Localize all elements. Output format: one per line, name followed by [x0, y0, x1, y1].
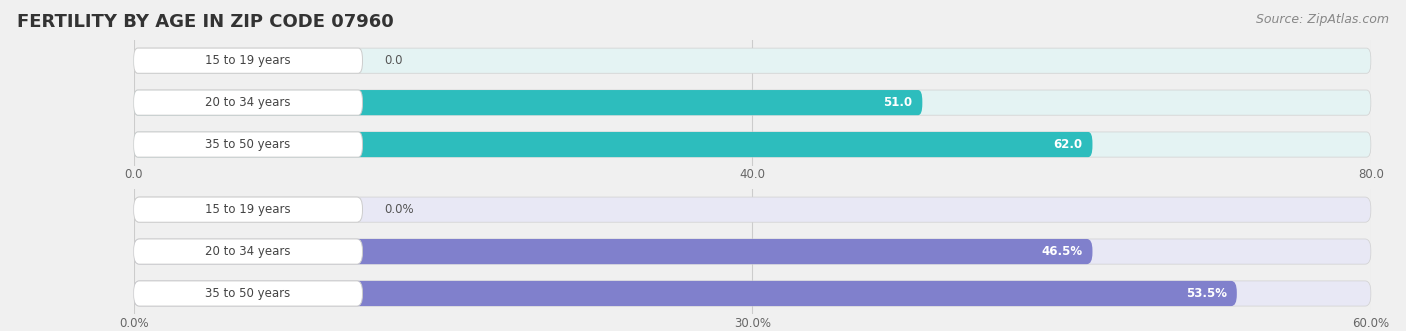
- Text: 20 to 34 years: 20 to 34 years: [205, 245, 291, 258]
- Text: 53.5%: 53.5%: [1185, 287, 1227, 300]
- Text: 0.0: 0.0: [385, 54, 404, 67]
- FancyBboxPatch shape: [134, 132, 1371, 157]
- Text: 35 to 50 years: 35 to 50 years: [205, 138, 291, 151]
- FancyBboxPatch shape: [134, 239, 363, 264]
- FancyBboxPatch shape: [134, 90, 1371, 115]
- FancyBboxPatch shape: [134, 197, 363, 222]
- Text: 15 to 19 years: 15 to 19 years: [205, 203, 291, 216]
- FancyBboxPatch shape: [134, 132, 363, 157]
- Text: 62.0: 62.0: [1053, 138, 1083, 151]
- FancyBboxPatch shape: [134, 281, 363, 306]
- FancyBboxPatch shape: [134, 90, 922, 115]
- Text: 20 to 34 years: 20 to 34 years: [205, 96, 291, 109]
- Text: FERTILITY BY AGE IN ZIP CODE 07960: FERTILITY BY AGE IN ZIP CODE 07960: [17, 13, 394, 31]
- FancyBboxPatch shape: [134, 281, 1371, 306]
- FancyBboxPatch shape: [134, 239, 1092, 264]
- FancyBboxPatch shape: [134, 48, 1371, 73]
- Text: 15 to 19 years: 15 to 19 years: [205, 54, 291, 67]
- Text: 35 to 50 years: 35 to 50 years: [205, 287, 291, 300]
- FancyBboxPatch shape: [134, 281, 1237, 306]
- FancyBboxPatch shape: [134, 90, 363, 115]
- Text: 0.0%: 0.0%: [385, 203, 415, 216]
- FancyBboxPatch shape: [134, 239, 1371, 264]
- FancyBboxPatch shape: [134, 197, 1371, 222]
- Text: Source: ZipAtlas.com: Source: ZipAtlas.com: [1256, 13, 1389, 26]
- Text: 46.5%: 46.5%: [1042, 245, 1083, 258]
- FancyBboxPatch shape: [134, 48, 363, 73]
- FancyBboxPatch shape: [134, 132, 1092, 157]
- Text: 51.0: 51.0: [883, 96, 912, 109]
